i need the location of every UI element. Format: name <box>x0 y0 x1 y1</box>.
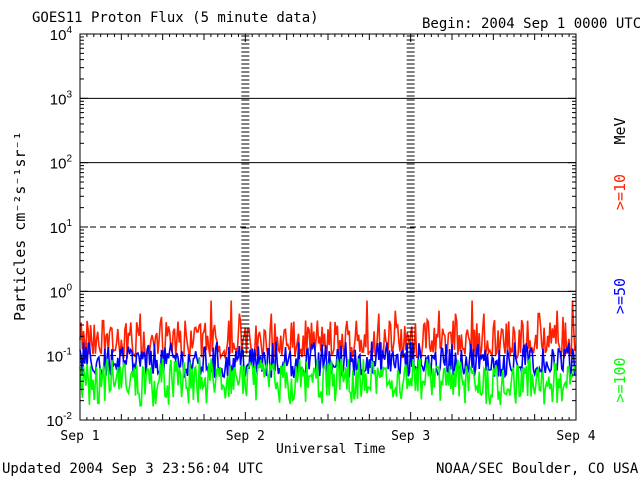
series-line-2 <box>79 356 577 408</box>
y-axis-label: Particles cm⁻²s⁻¹sr⁻¹ <box>11 131 29 321</box>
y-tick-label-2: 102 <box>50 154 73 173</box>
legend-series-50: >=50 <box>611 277 629 315</box>
y-tick-label-5: 10-1 <box>46 347 72 366</box>
y-tick-label-6: 10-2 <box>46 411 72 430</box>
day-divider-1 <box>241 35 250 357</box>
y-tick-label-1: 103 <box>50 89 73 108</box>
updated-label: Updated 2004 Sep 3 23:56:04 UTC <box>2 461 264 477</box>
begin-label: Begin: 2004 Sep 1 0000 UTC <box>422 16 640 32</box>
chart-title: GOES11 Proton Flux (5 minute data) <box>32 10 319 26</box>
plot-grid <box>80 35 576 357</box>
y-tick-label-3: 101 <box>50 218 73 237</box>
x-axis-label: Universal Time <box>276 442 386 457</box>
y-tick-label-4: 100 <box>50 282 73 301</box>
x-tick-label-1: Sep 2 <box>226 429 265 444</box>
series-line-0 <box>79 300 577 361</box>
x-tick-label-3: Sep 4 <box>556 429 595 444</box>
series-traces <box>79 300 577 408</box>
y-tick-label-0: 104 <box>50 25 73 44</box>
source-label: NOAA/SEC Boulder, CO USA <box>436 461 639 477</box>
legend-series-10: >=10 <box>611 173 629 211</box>
legend-series-100: >=100 <box>611 357 629 403</box>
y-axis-ticks: 104 103 102 101 100 10-1 10-2 <box>46 25 576 430</box>
x-tick-label-0: Sep 1 <box>60 429 99 444</box>
legend-unit-label: MeV <box>611 117 629 145</box>
day-divider-2 <box>406 35 415 357</box>
x-tick-label-2: Sep 3 <box>391 429 430 444</box>
x-axis-ticks: Sep 1 Sep 2 Sep 3 Sep 4 <box>60 34 596 444</box>
